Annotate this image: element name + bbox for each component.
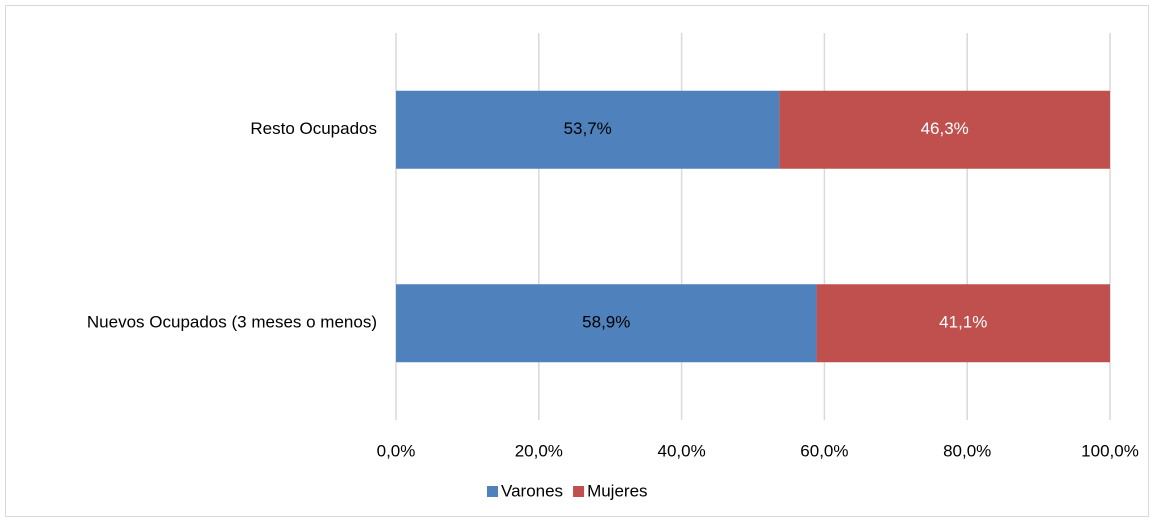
x-tick-label: 20,0% [515,441,563,460]
y-tick-label: Resto Ocupados [250,119,377,138]
x-tick-label: 40,0% [657,441,705,460]
data-label: 58,9% [582,313,630,332]
bar [816,284,1110,363]
legend-swatch [573,486,585,497]
legend-swatch [487,486,498,497]
chart-border [5,5,1149,517]
legend-label: Mujeres [587,481,647,500]
data-label: 46,3% [921,119,969,138]
legend-label: Varones [501,481,563,500]
bar [779,90,1110,169]
x-tick-label: 80,0% [943,441,991,460]
bar [396,284,817,363]
data-label: 41,1% [939,313,987,332]
x-tick-label: 60,0% [800,441,848,460]
y-tick-label: Nuevos Ocupados (3 meses o menos) [87,313,377,332]
x-tick-label: 0,0% [377,441,416,460]
x-tick-label: 100,0% [1081,441,1139,460]
bar [396,90,780,169]
data-label: 53,7% [564,119,612,138]
